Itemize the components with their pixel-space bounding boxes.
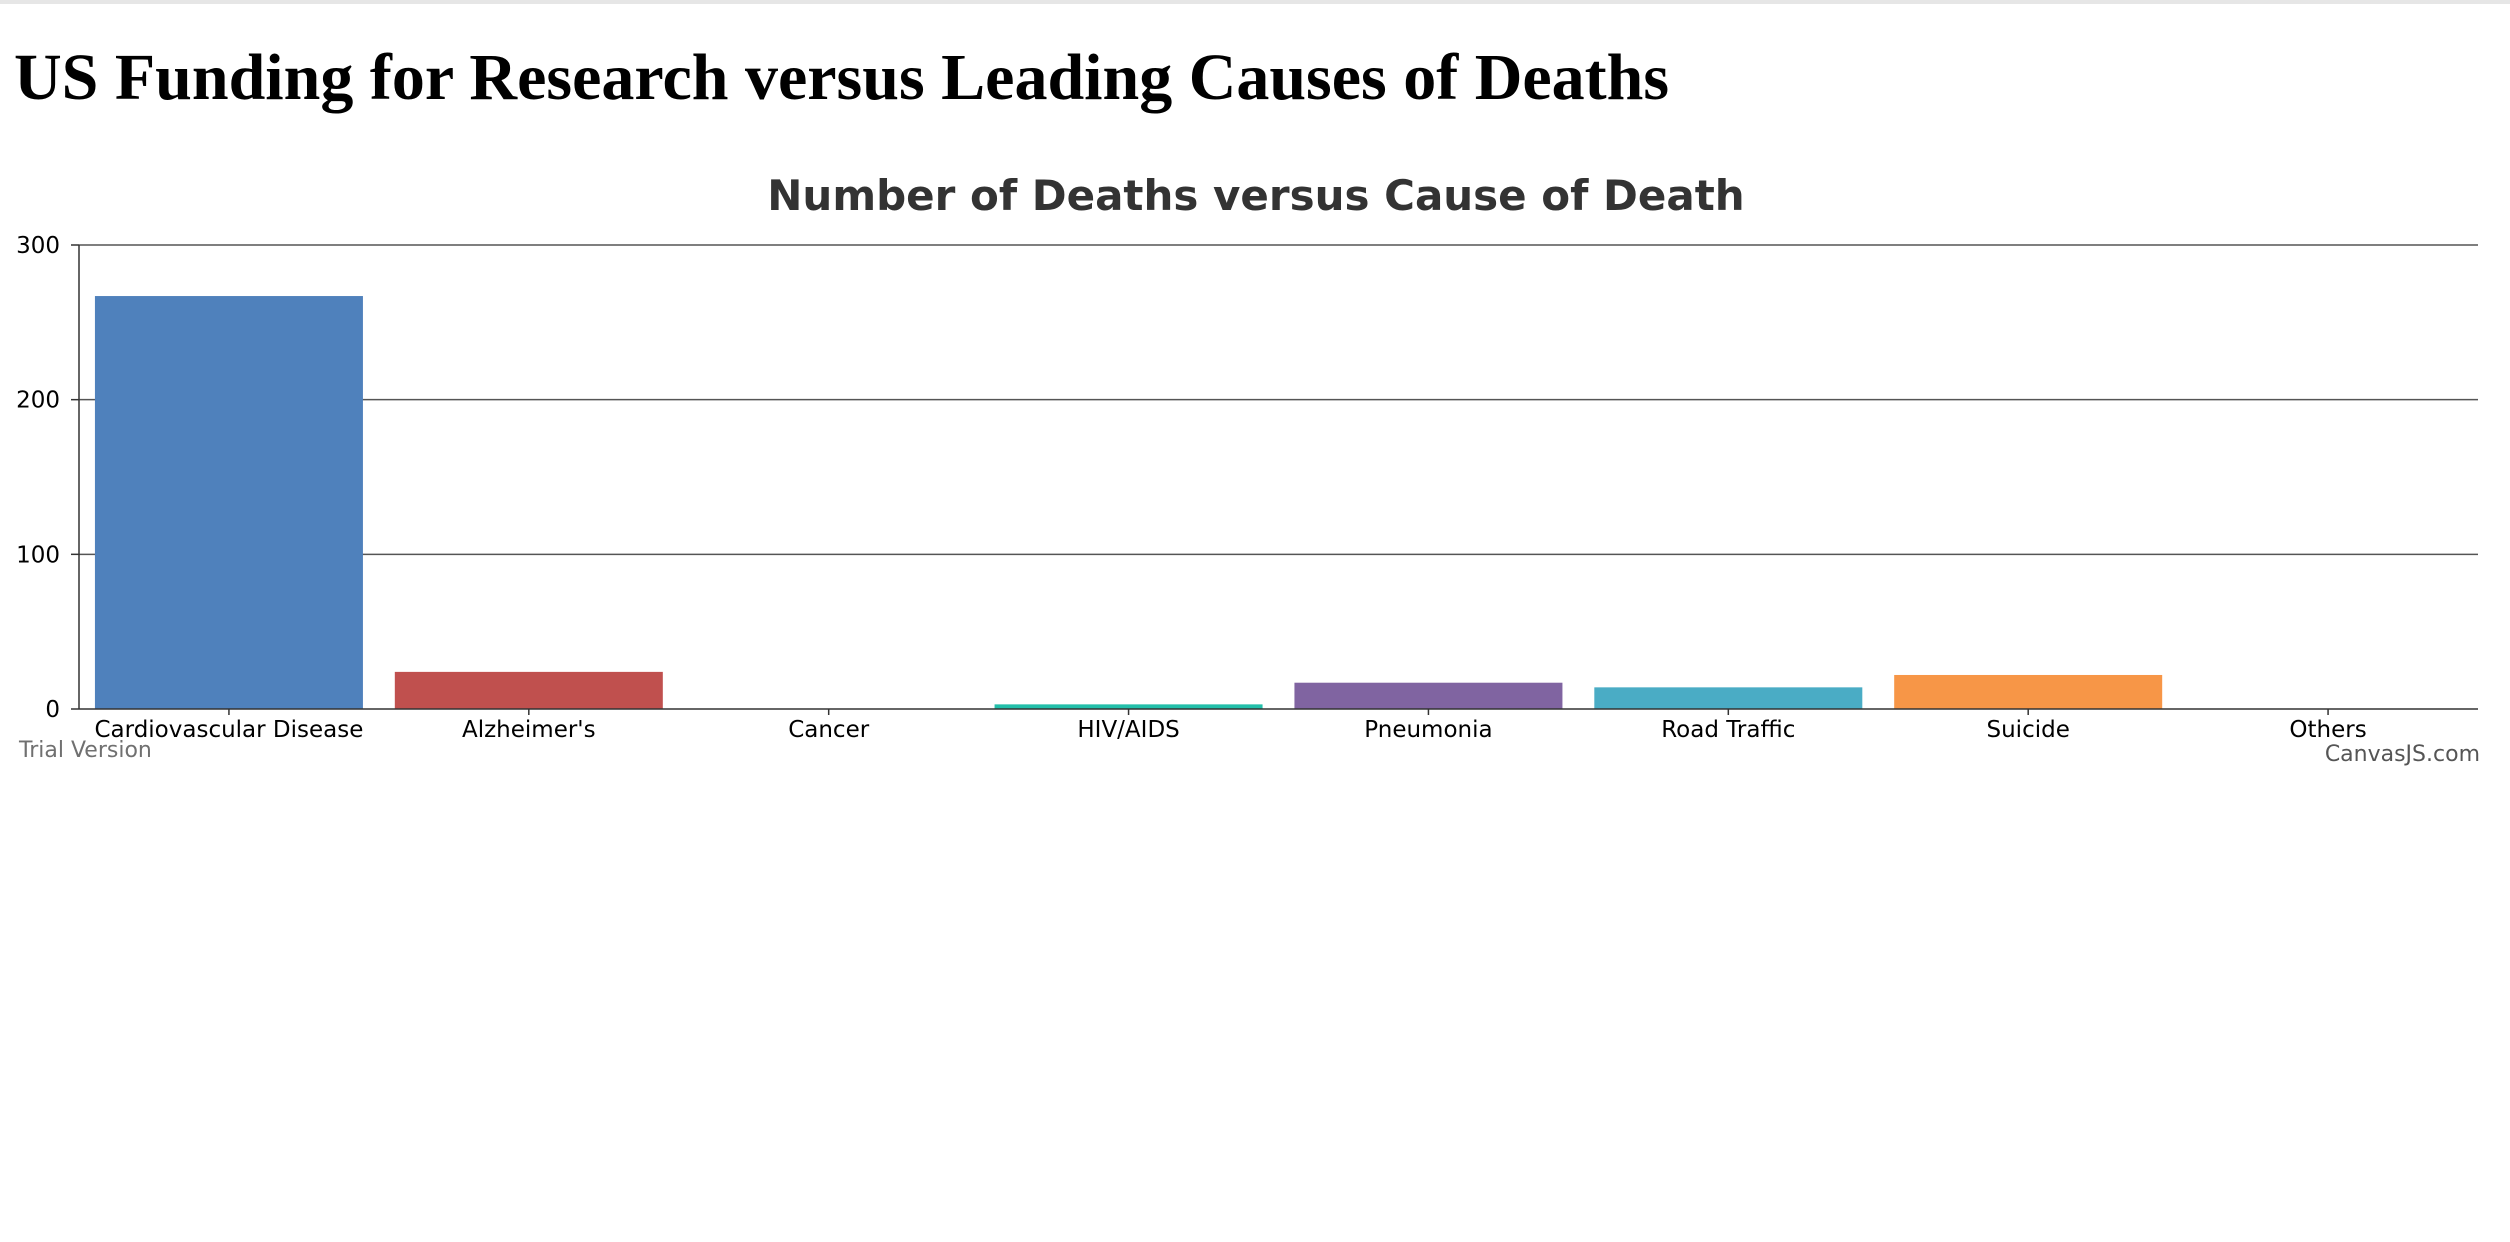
x-tick-label: Cardiovascular Disease bbox=[94, 717, 363, 743]
page-heading: US Funding for Research versus Leading C… bbox=[14, 41, 1670, 114]
x-tick-label: Cancer bbox=[788, 717, 870, 743]
y-tick-label: 100 bbox=[16, 542, 60, 568]
canvasjs-credit-link[interactable]: CanvasJS.com bbox=[2325, 742, 2480, 767]
y-tick-label: 300 bbox=[16, 233, 60, 259]
bar-pneumonia[interactable] bbox=[1294, 682, 1563, 709]
bars bbox=[94, 296, 2163, 709]
bar-hiv-aids[interactable] bbox=[994, 704, 1263, 709]
x-axis-ticks: Cardiovascular Disease Alzheimer's Cancer H… bbox=[94, 709, 2367, 743]
x-tick-label: HIV/AIDS bbox=[1077, 717, 1179, 743]
x-tick-label: Suicide bbox=[1987, 717, 2070, 743]
gridlines bbox=[79, 244, 2478, 556]
x-tick-label: Alzheimer's bbox=[462, 717, 596, 743]
y-tick-label: 0 bbox=[45, 697, 60, 723]
bar-road-traffic[interactable] bbox=[1594, 687, 1863, 709]
x-tick-label: Road Traffic bbox=[1661, 717, 1795, 743]
chart-title: Number of Deaths versus Cause of Death bbox=[767, 171, 1744, 220]
trial-version-label: Trial Version bbox=[18, 738, 152, 763]
top-border bbox=[0, 0, 2510, 4]
x-tick-label: Others bbox=[2289, 717, 2366, 743]
bar-chart: Number of Deaths versus Cause of Death 0… bbox=[16, 171, 2480, 767]
bar-alzheimer-s[interactable] bbox=[394, 671, 663, 709]
bar-cardiovascular-disease[interactable] bbox=[94, 296, 363, 709]
axes bbox=[78, 245, 2478, 710]
bar-suicide[interactable] bbox=[1894, 674, 2163, 709]
y-tick-label: 200 bbox=[16, 388, 60, 414]
chart-container: Number of Deaths versus Cause of Death 0… bbox=[0, 150, 2510, 790]
x-tick-label: Pneumonia bbox=[1364, 717, 1492, 743]
y-axis-ticks: 0 100 200 300 bbox=[16, 233, 79, 723]
